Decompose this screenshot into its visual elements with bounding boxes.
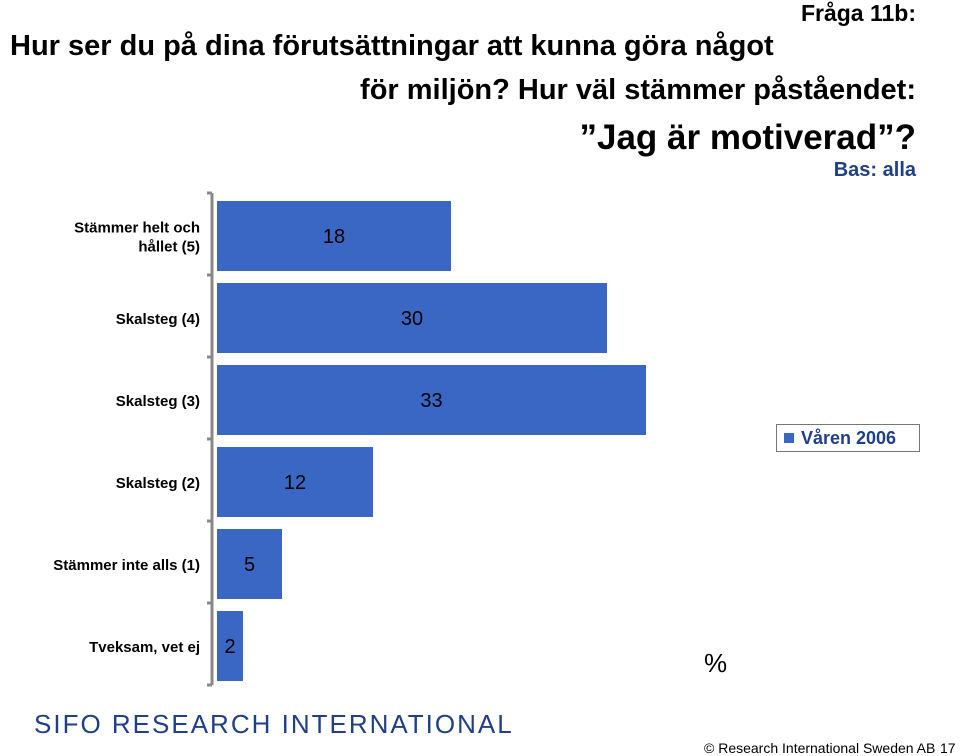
bar: [217, 283, 607, 353]
category-label: Stämmer helt och: [74, 220, 200, 237]
question-number: Fråga 11b:: [800, 0, 916, 26]
title-line-1: Hur ser du på dina förutsättningar att k…: [10, 30, 774, 62]
sifo-logo: SIFO RESEARCH INTERNATIONAL: [34, 709, 514, 739]
data-label: 33: [420, 390, 442, 412]
bar: [217, 365, 646, 435]
category-label: Stämmer inte alls (1): [53, 557, 200, 574]
data-label: 12: [284, 472, 306, 494]
category-label: Skalsteg (2): [116, 475, 200, 492]
base-label: Bas: alla: [833, 159, 916, 181]
title-line-3: ”Jag är motiverad”?: [579, 118, 917, 157]
copyright: © Research International Sweden AB: [704, 740, 936, 756]
unit-label: %: [704, 648, 728, 678]
bar: [217, 611, 243, 681]
bar: [217, 447, 373, 517]
data-label: 18: [323, 226, 345, 248]
legend-label: Våren 2006: [801, 427, 897, 448]
category-label: hållet (5): [138, 239, 200, 256]
data-label: 2: [224, 636, 235, 658]
data-label: 5: [244, 554, 255, 576]
page-number: 17: [940, 740, 956, 756]
bar: [217, 201, 451, 271]
legend: Våren 2006: [776, 424, 920, 452]
category-label: Skalsteg (3): [116, 393, 200, 410]
bar: [217, 529, 282, 599]
category-label: Skalsteg (4): [116, 311, 200, 328]
legend-swatch: [784, 433, 794, 443]
category-label: Tveksam, vet ej: [89, 639, 200, 656]
title-line-2: för miljön? Hur väl stämmer påståendet:: [360, 74, 916, 106]
data-label: 30: [401, 308, 423, 330]
